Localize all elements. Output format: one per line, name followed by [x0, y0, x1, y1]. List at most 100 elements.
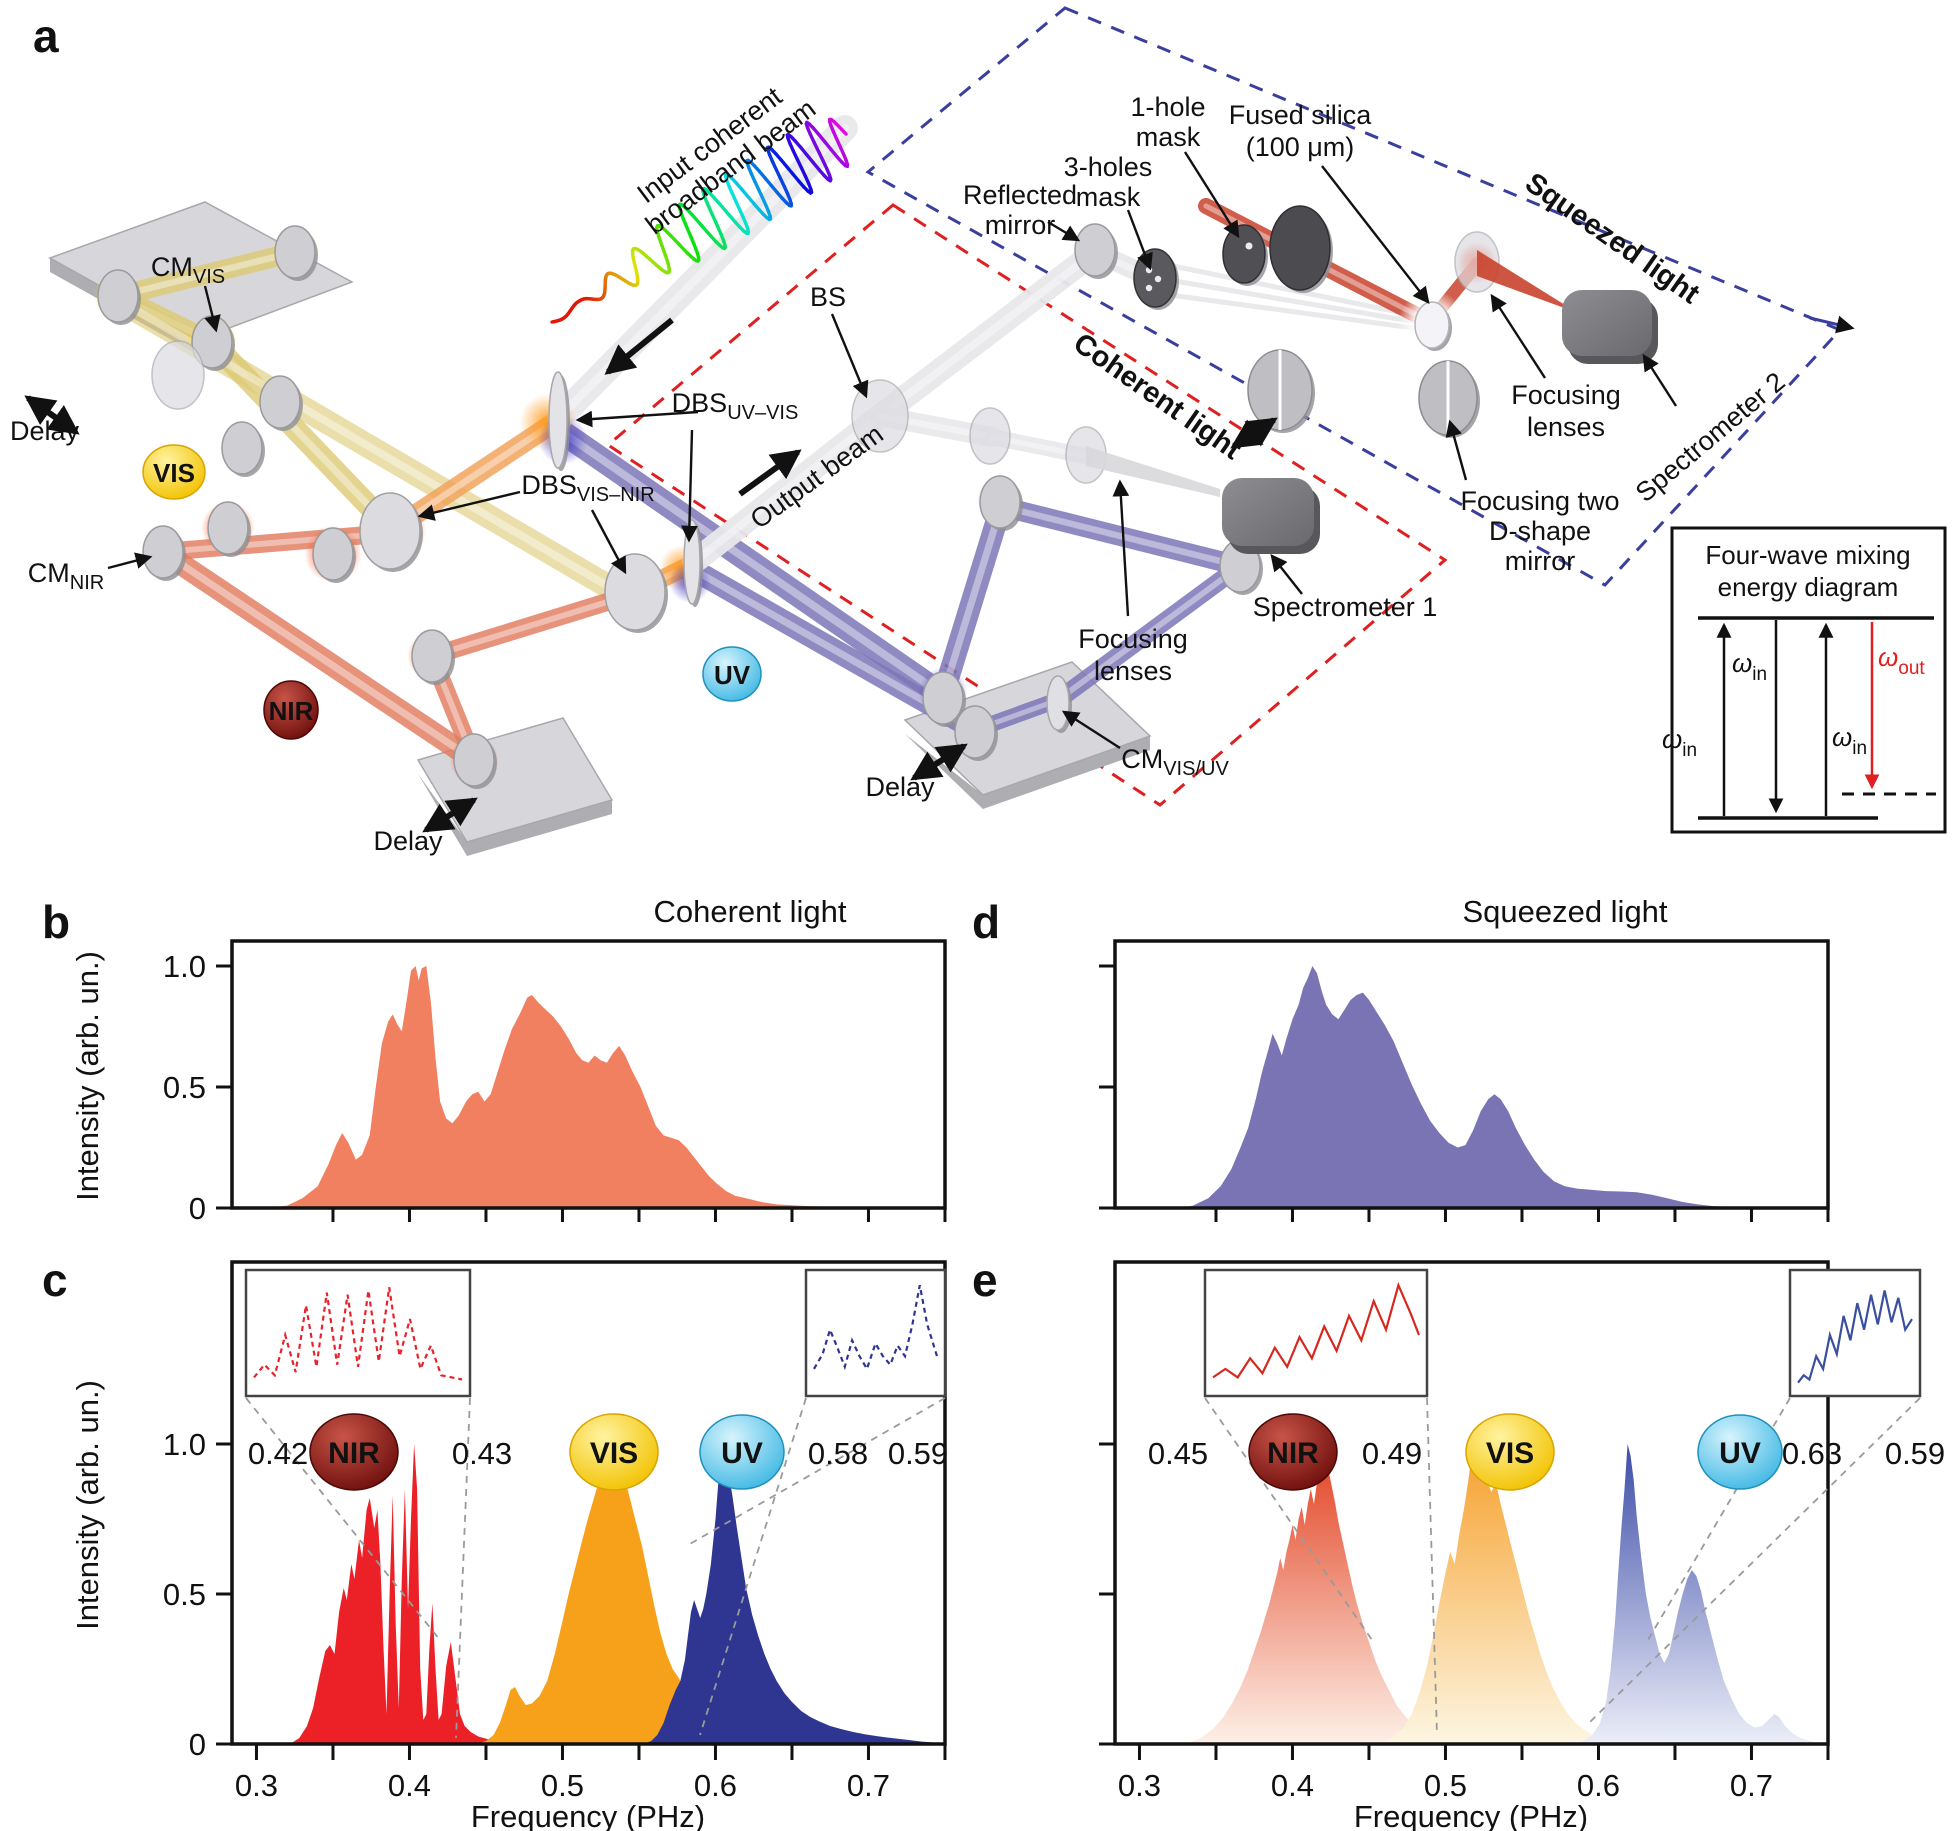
dbs-uv-vis-2 [683, 519, 701, 605]
spectrometer-1 [1222, 478, 1320, 554]
label-reflected-mirror: Reflected mirror [963, 180, 1077, 240]
squeezed-region-arrow [1809, 315, 1855, 334]
annotation-arrows [24, 151, 1678, 833]
label-1-hole-mask: 1-hole mask [1130, 92, 1205, 152]
label-delay-uv: Delay [865, 772, 935, 802]
label-spectrometer-1: Spectrometer 1 [1253, 592, 1438, 622]
tick-label: 0 [189, 1727, 206, 1762]
svg-text:NIR: NIR [1267, 1437, 1319, 1470]
dbs-vis-nir-2 [604, 553, 666, 631]
mirror [453, 733, 495, 787]
spectrum-e-nir [1185, 1444, 1477, 1744]
panel-c-inset-right-x1: 0.59 [888, 1436, 948, 1471]
panel-e-nir-badge: NIR [1248, 1413, 1338, 1491]
mirror [922, 671, 964, 725]
panel-b-chart [264, 966, 938, 1208]
spectrum-c-uv [643, 1444, 938, 1744]
label-delay-vis: Delay [10, 416, 80, 446]
inset-curve [1212, 1281, 1421, 1379]
inset-curve [813, 1284, 939, 1372]
spectrum-c-vis [475, 1444, 747, 1744]
tick-label: 0.5 [163, 1577, 206, 1612]
label-dbs-uv-vis: DBSUV–VIS [672, 388, 799, 424]
one-hole-mask [1222, 224, 1266, 284]
fwm-omega-in-3: ωin [1832, 722, 1867, 759]
svg-text:VIS: VIS [1486, 1437, 1534, 1470]
spectra-panels: b c d e Coherent light Squeezed light In… [42, 894, 1945, 1831]
tick-label: 1.0 [163, 1427, 206, 1462]
tick-label: 0.4 [1271, 1768, 1314, 1803]
mirror [97, 269, 139, 323]
lens [969, 407, 1011, 465]
panel-e-inset-left-x1: 0.49 [1362, 1436, 1422, 1471]
zoom-connector [1204, 1397, 1373, 1641]
svg-text:UV: UV [721, 1437, 763, 1470]
dbs-vis-nir-1 [359, 492, 421, 570]
spectrometer-2 [1562, 290, 1658, 364]
axes-ticks-labels: 1.0 0.5 0 1.0 0.5 0 0.3 0.4 0.5 0.6 0.7 0.3 0.4 0.5 0.… [163, 949, 1830, 1803]
label-focusing-lenses-squeezed: Focusing lenses [1511, 380, 1621, 442]
inset-box [804, 1268, 947, 1398]
tick-label: 0.5 [163, 1070, 206, 1105]
panel-e-inset-right-x1: 0.59 [1885, 1436, 1945, 1471]
panel-d-label: d [972, 896, 1000, 948]
mask-backing [1269, 205, 1331, 291]
fwm-energy-diagram: Four-wave mixing energy diagram ωin ωin ω… [1662, 526, 1947, 834]
fwm-title: Four-wave mixing energy diagram [1705, 540, 1910, 602]
lens [151, 340, 205, 410]
mirror [221, 421, 263, 475]
panel-d-frame [1113, 939, 1830, 1210]
spectrum-e-uv [1572, 1444, 1813, 1744]
mirror [1074, 223, 1116, 277]
tick-label: 0.4 [388, 1768, 431, 1803]
panel-e-xlabel: Frequency (PHz) [1354, 1799, 1588, 1831]
panel-e-frame [1113, 1260, 1830, 1746]
input-beam-rainbow-pulse [550, 117, 850, 324]
mirror [979, 475, 1021, 529]
vis-badge: VIS [142, 444, 206, 500]
nir-badge: NIR [263, 680, 319, 740]
panel-a-label: a [33, 10, 59, 62]
panel-b-label: b [42, 896, 70, 948]
mirror [312, 527, 354, 581]
spectrum-e-vis [1376, 1444, 1630, 1744]
optical-elements [97, 205, 1500, 789]
panel-c-label: c [42, 1254, 68, 1306]
inset-box [244, 1268, 472, 1398]
svg-text:NIR: NIR [269, 696, 314, 726]
panel-c-inset-left-x0: 0.42 [248, 1436, 308, 1471]
inset-box [1203, 1268, 1429, 1398]
panel-c-inset-right-x0: 0.58 [808, 1436, 868, 1471]
panel-a-setup-diagram: a [10, 6, 1947, 856]
panel-e-chart [1185, 1444, 1813, 1744]
panel-d-chart [1177, 966, 1821, 1208]
dbs-uv-vis-1 [548, 371, 568, 469]
label-cm-nir: CMNIR [28, 558, 104, 594]
panel-c-nir-badge: NIR [309, 1413, 399, 1491]
svg-text:VIS: VIS [590, 1437, 638, 1470]
panel-b-ylabel: Intensity (arb. un.) [70, 951, 105, 1201]
mirror [207, 501, 249, 555]
squeezed-light-region-outline [865, 6, 1843, 587]
tick-label: 0.5 [1424, 1768, 1467, 1803]
inset-curve [1797, 1290, 1913, 1384]
fwm-omega-in-1: ωin [1662, 724, 1697, 761]
label-focusing-lenses-coherent: Focusing lenses [1078, 624, 1188, 686]
coherent-focus-cone [1086, 446, 1220, 497]
panel-c-inset-left-x1: 0.43 [452, 1436, 512, 1471]
panel-d-title: Squeezed light [1462, 894, 1667, 929]
zoom-insets [244, 1268, 1922, 1739]
panel-c-ylabel: Intensity (arb. un.) [70, 1380, 105, 1630]
label-squeezed-light: Squeezed light [1519, 167, 1705, 311]
tick-label: 0 [189, 1191, 206, 1226]
svg-text:UV: UV [1719, 1437, 1761, 1470]
label-d-shape-mirror: Focusing two D-shape mirror [1460, 486, 1619, 576]
label-dbs-vis-nir: DBSVIS–NIR [521, 470, 654, 506]
panel-e-uv-badge: UV [1697, 1414, 1783, 1490]
mirror [411, 629, 453, 683]
label-cm-vis: CMVIS [151, 252, 225, 288]
panel-e-inset-right-x0: 0.63 [1782, 1436, 1842, 1471]
fused-silica [1414, 301, 1450, 349]
uv-badge: UV [702, 646, 762, 702]
optical-beams [108, 115, 1484, 771]
